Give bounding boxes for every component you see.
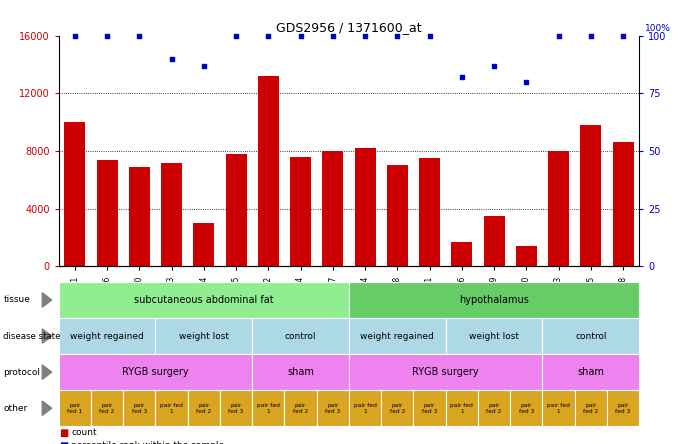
Bar [548, 151, 569, 266]
Point [359, 32, 370, 39]
Text: subcutaneous abdominal fat: subcutaneous abdominal fat [134, 295, 274, 305]
Text: pair
fed 2: pair fed 2 [390, 403, 405, 414]
Text: pair
fed 3: pair fed 3 [132, 403, 147, 414]
Bar [64, 122, 86, 266]
Bar [290, 157, 311, 266]
Text: count: count [71, 428, 97, 437]
Polygon shape [42, 365, 52, 379]
Text: hypothalamus: hypothalamus [459, 295, 529, 305]
Text: percentile rank within the sample: percentile rank within the sample [71, 441, 225, 444]
Point [424, 32, 435, 39]
Text: disease state: disease state [3, 332, 61, 341]
Text: ■: ■ [59, 428, 68, 439]
Bar [580, 125, 601, 266]
Point [618, 32, 629, 39]
Text: sham: sham [287, 367, 314, 377]
Text: weight regained: weight regained [70, 332, 144, 341]
Bar [451, 242, 472, 266]
Bar [387, 166, 408, 266]
Point [328, 32, 339, 39]
Text: pair
fed 2: pair fed 2 [100, 403, 115, 414]
Point [231, 32, 242, 39]
Text: 100%: 100% [645, 24, 671, 33]
Text: pair fed
1: pair fed 1 [547, 403, 570, 414]
Text: pair
fed 3: pair fed 3 [422, 403, 437, 414]
Bar [225, 154, 247, 266]
Point [295, 32, 306, 39]
Point [456, 74, 467, 81]
Text: RYGB surgery: RYGB surgery [413, 367, 479, 377]
Text: pair fed
1: pair fed 1 [160, 403, 183, 414]
Polygon shape [42, 401, 52, 416]
Point [69, 32, 80, 39]
Bar [354, 148, 376, 266]
Text: tissue: tissue [3, 295, 30, 305]
Text: ■: ■ [59, 441, 68, 444]
Text: pair fed
1: pair fed 1 [451, 403, 473, 414]
Text: pair
fed 1: pair fed 1 [67, 403, 82, 414]
Text: pair fed
1: pair fed 1 [257, 403, 280, 414]
Text: pair
fed 2: pair fed 2 [196, 403, 211, 414]
Polygon shape [42, 293, 52, 307]
Bar [419, 158, 440, 266]
Text: other: other [3, 404, 28, 413]
Bar [193, 223, 214, 266]
Text: control: control [575, 332, 607, 341]
Point [134, 32, 145, 39]
Bar [161, 163, 182, 266]
Text: RYGB surgery: RYGB surgery [122, 367, 189, 377]
Text: pair
fed 3: pair fed 3 [616, 403, 631, 414]
Text: weight regained: weight regained [361, 332, 434, 341]
Text: pair fed
1: pair fed 1 [354, 403, 377, 414]
Text: protocol: protocol [3, 368, 41, 377]
Bar [97, 160, 117, 266]
Bar [484, 216, 504, 266]
Point [521, 78, 532, 85]
Bar [258, 76, 278, 266]
Point [166, 55, 177, 62]
Point [263, 32, 274, 39]
Point [553, 32, 564, 39]
Polygon shape [42, 329, 52, 343]
Text: pair
fed 3: pair fed 3 [519, 403, 534, 414]
Point [102, 32, 113, 39]
Bar [515, 246, 537, 266]
Point [198, 62, 209, 69]
Text: control: control [285, 332, 316, 341]
Bar [612, 143, 634, 266]
Text: weight lost: weight lost [469, 332, 519, 341]
Text: weight lost: weight lost [179, 332, 229, 341]
Title: GDS2956 / 1371600_at: GDS2956 / 1371600_at [276, 21, 422, 34]
Bar [322, 151, 343, 266]
Bar [129, 167, 150, 266]
Point [585, 32, 596, 39]
Text: pair
fed 3: pair fed 3 [229, 403, 244, 414]
Text: pair
fed 2: pair fed 2 [486, 403, 502, 414]
Point [392, 32, 403, 39]
Text: sham: sham [578, 367, 604, 377]
Text: pair
fed 2: pair fed 2 [293, 403, 308, 414]
Text: pair
fed 3: pair fed 3 [325, 403, 341, 414]
Point [489, 62, 500, 69]
Text: pair
fed 2: pair fed 2 [583, 403, 598, 414]
